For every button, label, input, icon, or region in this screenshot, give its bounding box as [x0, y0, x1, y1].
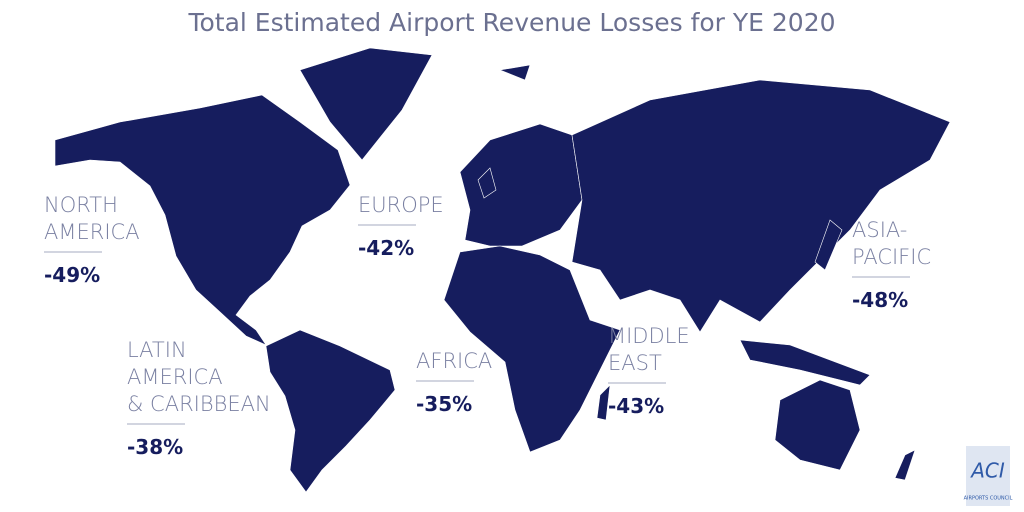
region-name: AMERICA	[44, 220, 140, 244]
region-change: -43%	[608, 394, 664, 418]
region-name: & CARIBBEAN	[127, 392, 271, 416]
world-map	[54, 47, 951, 493]
region-change: -48%	[852, 288, 908, 312]
region-change: -35%	[416, 392, 472, 416]
region-labels: NORTH AMERICA -49% EUROPE -42% ASIA- PACIFIC -4…	[44, 193, 931, 459]
region-change: -49%	[44, 263, 100, 287]
region-name: ASIA-	[852, 218, 907, 242]
title: Total Estimated Airport Revenue Losses f…	[187, 8, 835, 37]
logo: ACI AIRPORTS COUNCIL	[964, 446, 1013, 506]
region-name: MIDDLE	[608, 324, 690, 348]
region-name: EUROPE	[358, 193, 444, 217]
region-name: AFRICA	[416, 349, 492, 373]
logo-caption: AIRPORTS COUNCIL	[964, 496, 1013, 502]
region-change: -38%	[127, 435, 183, 459]
region-name: AMERICA	[127, 365, 223, 389]
logo-box	[966, 446, 1010, 506]
region-name: PACIFIC	[852, 245, 931, 269]
region-name: EAST	[608, 351, 662, 375]
region-name: LATIN	[127, 338, 187, 362]
region-change: -42%	[358, 236, 414, 260]
region-name: NORTH	[44, 193, 118, 217]
logo-mark: ACI	[969, 459, 1005, 483]
